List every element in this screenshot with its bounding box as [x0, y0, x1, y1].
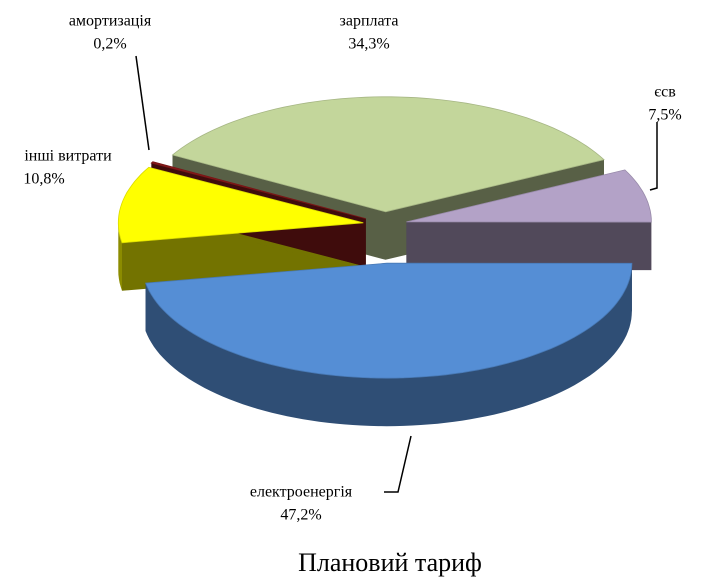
slice: [171, 96, 605, 213]
slice: [145, 262, 633, 379]
slice-label: електроенергія: [250, 484, 353, 501]
slice-label: єсв: [654, 84, 676, 101]
pie-tops: [117, 96, 652, 379]
value-label: 10,8%: [23, 171, 64, 188]
slice-label: зарплата: [340, 13, 399, 30]
leader-line: [135, 55, 150, 151]
value-label: 47,2%: [280, 507, 321, 524]
chart-title: Плановий тариф: [298, 548, 482, 577]
slice-label: амортизація: [69, 13, 152, 30]
labels: зарплата 34,3% єсв 7,5% електроенергія 47,2% і…: [23, 13, 681, 524]
leader-line: [649, 122, 658, 191]
value-label: 34,3%: [348, 36, 389, 53]
slice-side: [118, 222, 122, 291]
slice-side: [145, 263, 632, 427]
slice: [406, 169, 652, 223]
value-label: 7,5%: [648, 107, 681, 124]
slice: [150, 161, 366, 219]
value-label: 0,2%: [93, 36, 126, 53]
leader-line: [384, 435, 412, 493]
slice: [117, 166, 364, 244]
slice-wall: [406, 221, 652, 271]
slice-label: інші витрати: [24, 148, 112, 165]
